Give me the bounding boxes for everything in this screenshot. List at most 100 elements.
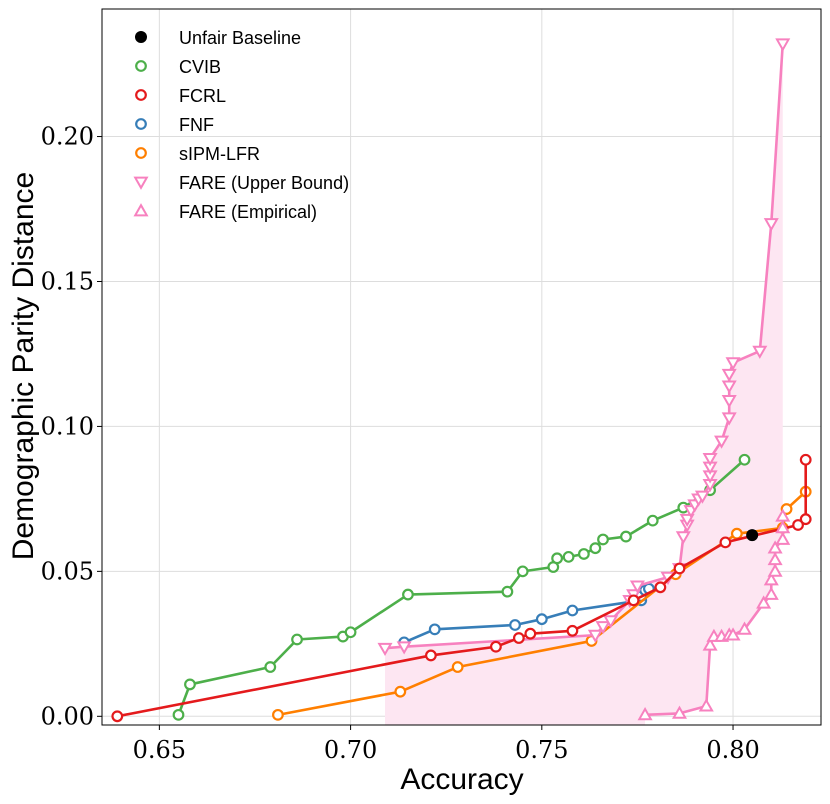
fcrl-point [490,640,502,653]
fill-layer [385,43,783,726]
y-axis-label: Demographic Parity Distance [7,172,40,561]
fcrl-point [792,519,804,531]
legend-label-sipm-lfr: sIPM-LFR [179,144,260,164]
sipm-lfr-point [272,708,284,721]
fcrl-point [654,581,667,594]
fcrl-point [627,594,640,607]
legend-label-unfair-baseline: Unfair Baseline [179,28,301,48]
fare-empirical-point [671,705,688,719]
cvib-point [589,542,602,555]
legend-marker-fare-upper-bound [133,176,149,190]
fare-upper-bound-point [775,38,791,52]
legend-label-fnf: FNF [179,115,214,135]
fcrl-point [673,562,686,575]
fcrl-point [799,453,812,466]
legend-marker-unfair-baseline [135,31,147,43]
fare-upper-bound-point [396,641,412,655]
fare-empirical-point [698,698,714,712]
fare-empirical-point [775,508,791,522]
fare-empirical-point [767,551,783,566]
cvib-point [597,533,609,546]
cvib-point [184,678,196,691]
cvib-point [562,550,575,563]
fnf-point [509,619,521,631]
y-tick-label: 0.00 [41,702,94,730]
series-cvib [172,453,751,721]
legend-label-cvib: CVIB [179,57,221,77]
fare-upper-bound-point [721,412,737,426]
cvib-point [172,708,185,721]
fare-upper-bound-point [725,357,741,371]
cvib-point [577,548,590,560]
legend-label-fare-empirical: FARE (Empirical) [179,202,317,222]
fare-empirical-point [775,520,791,534]
fare-upper-bound-point [702,452,718,467]
fcrl-point [512,632,525,644]
fcrl-point [719,536,732,549]
cvib-point [646,514,659,527]
y-tick-label: 0.10 [41,412,94,440]
fare-upper-bound-point [694,490,710,504]
x-tick-label: 0.75 [515,736,568,764]
cvib-point [516,565,529,578]
cvib-point [291,633,303,646]
cvib-point [738,453,751,466]
fare-empirical-point [775,531,791,545]
fare-upper-bound-point [714,435,730,449]
x-axis-label: Accuracy [400,763,523,796]
cvib-point [344,626,357,639]
cvib-point [620,530,632,543]
x-tick-label: 0.65 [133,736,186,764]
legend-marker-sipm-lfr [135,147,147,159]
fare-upper-bound-point [587,629,603,643]
fare-upper-bound-point [603,615,619,629]
cvib-point [551,552,564,565]
cvib-point [501,585,514,598]
fare-empirical-point [767,563,783,577]
unfair-baseline-point [746,529,759,542]
series-unfair-baseline [746,529,759,542]
fare-upper-bound-point [629,580,645,594]
fare-empirical-point [725,627,741,641]
cvib-point [402,588,414,601]
legend-marker-fare-empirical [133,203,149,217]
fare-empirical-point [763,586,779,600]
legend: Unfair Baseline CVIB FCRL FNF sIPM-LFR FARE (… [133,28,349,222]
legend-label-fare-upper-bound: FARE (Upper Bound) [179,173,349,193]
fare-upper-bound-point [595,621,611,635]
fare-empirical-point [767,540,783,554]
fare-empirical-point [756,595,772,609]
fare-empirical-point [702,637,718,651]
fcrl-point [425,649,437,662]
cvib-point [264,661,277,673]
fcrl-point [799,513,812,526]
fare-upper-bound-point [721,368,737,383]
fnf-point [535,613,548,626]
fare-empirical-point [637,707,653,721]
fare-upper-bound-point [721,394,737,409]
sipm-lfr-point [451,661,464,673]
y-tick-label: 0.20 [41,123,94,151]
fare-empirical-point [736,621,753,635]
fare-upper-bound-point [679,513,695,528]
tick-layer: 0.65 0.70 0.75 0.80 0.00 0.05 0.10 0.15 0.20 [41,123,760,764]
fare-empirical-point [763,572,779,586]
fare-upper-bound-point [377,642,393,656]
y-tick-label: 0.15 [41,267,94,295]
plot-frame [101,8,822,726]
series-fcrl [111,453,812,723]
fcrl-point [524,627,537,640]
fcrl-point [111,710,124,723]
series-fare-empirical [637,508,791,721]
fnf-point [428,623,441,636]
sipm-lfr-point [730,527,743,540]
sipm-lfr-point [394,685,407,698]
fare-upper-bound-point [675,531,691,545]
fnf-point [566,604,579,617]
legend-marker-cvib [135,60,147,72]
x-tick-label: 0.70 [324,736,377,764]
legend-marker-fnf [135,118,147,130]
fcrl-point [566,624,579,637]
legend-marker-fcrl [135,89,147,101]
